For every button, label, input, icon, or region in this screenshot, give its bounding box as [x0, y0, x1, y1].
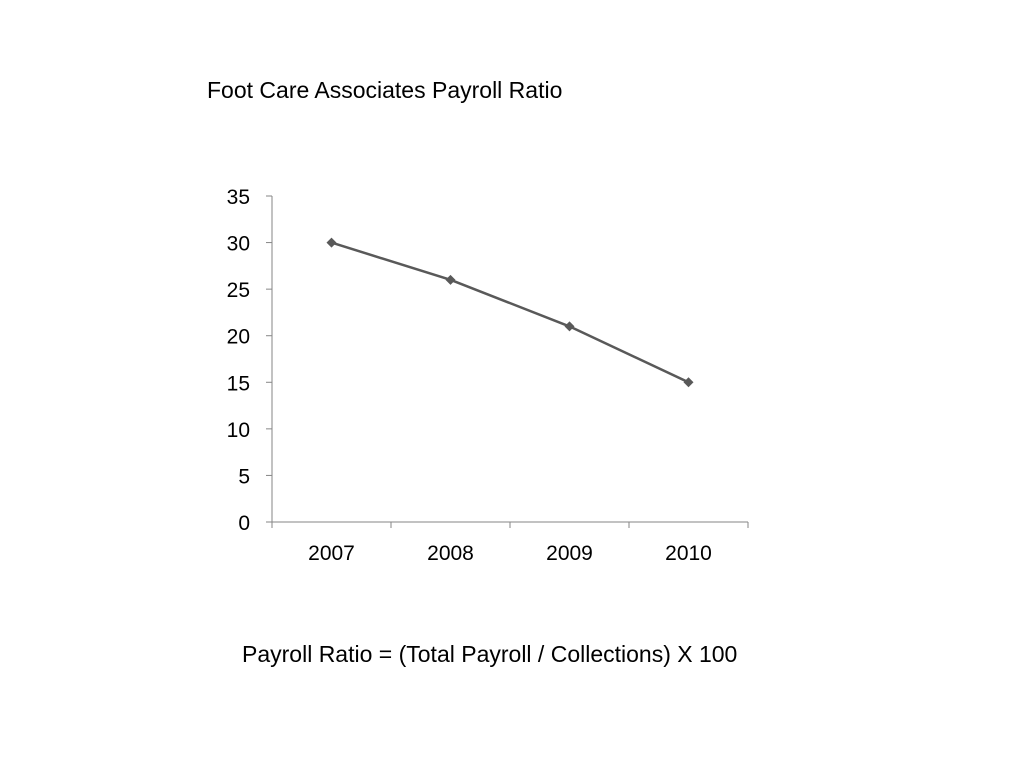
y-tick-label: 0 — [238, 512, 250, 535]
x-tick-label: 2007 — [308, 542, 355, 565]
data-point-marker — [326, 237, 337, 248]
x-tick-label: 2010 — [665, 542, 712, 565]
x-axis: 2007 2008 2009 2010 — [271, 521, 749, 565]
y-tick-label: 10 — [227, 419, 250, 442]
slide-title: Foot Care Associates Payroll Ratio — [207, 77, 563, 103]
y-axis: 0 5 10 15 20 25 30 35 — [227, 186, 273, 535]
y-tick-label: 20 — [227, 326, 250, 349]
payroll-ratio-formula: Payroll Ratio = (Total Payroll / Collect… — [242, 641, 738, 667]
y-tick-label: 35 — [227, 186, 250, 209]
plot-area — [326, 237, 694, 388]
x-tick-label: 2009 — [546, 542, 593, 565]
y-tick-label: 5 — [238, 465, 250, 488]
data-point-marker — [683, 377, 694, 388]
y-tick-label: 25 — [227, 279, 250, 302]
data-point-marker — [564, 321, 575, 332]
y-tick-label: 30 — [227, 233, 250, 256]
series-line — [331, 241, 690, 384]
y-tick-label: 15 — [227, 372, 250, 395]
payroll-ratio-line-chart: 0 5 10 15 20 25 30 35 2007 2008 2009 2010 — [227, 186, 749, 565]
data-point-marker — [445, 274, 456, 285]
x-tick-label: 2008 — [427, 542, 474, 565]
